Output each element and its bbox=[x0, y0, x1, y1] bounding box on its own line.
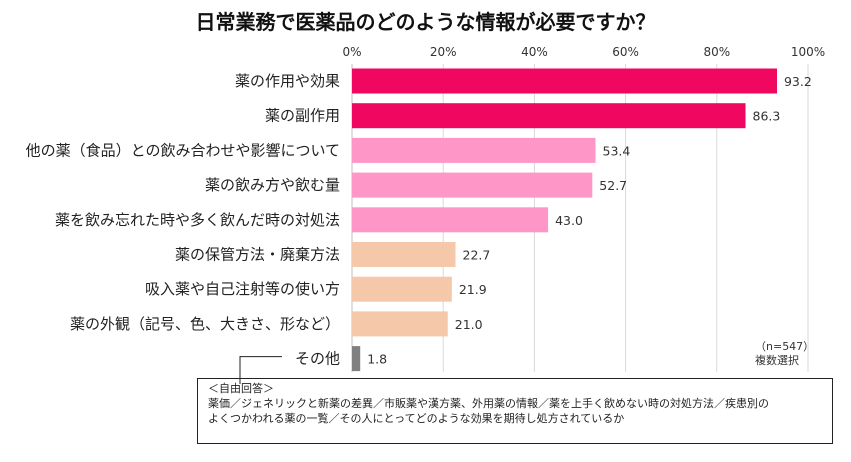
free-answer-line: 薬価／ジェネリックと新薬の差異／市販薬や漢方薬、外用薬の情報／薬を上手く飲めない… bbox=[208, 397, 769, 410]
category-label: 吸入薬や自己注射等の使い方 bbox=[145, 280, 340, 298]
value-label: 21.9 bbox=[459, 282, 487, 297]
bar bbox=[352, 311, 448, 337]
bar bbox=[352, 276, 452, 302]
category-label: 薬の外観（記号、色、大きさ、形など） bbox=[70, 315, 340, 333]
category-label: 薬の作用や効果 bbox=[235, 72, 340, 90]
chart-title: 日常業務で医薬品のどのような情報が必要ですか？ bbox=[195, 10, 656, 34]
free-answer-heading: ＜自由回答＞ bbox=[208, 382, 274, 395]
value-label: 1.8 bbox=[367, 352, 387, 367]
value-label: 22.7 bbox=[463, 248, 491, 263]
category-label: 薬の副作用 bbox=[265, 107, 340, 125]
value-label: 52.7 bbox=[599, 178, 627, 193]
x-tick-label: 80% bbox=[703, 45, 730, 59]
x-tick-label: 40% bbox=[521, 45, 548, 59]
value-label: 86.3 bbox=[753, 109, 781, 124]
value-label: 53.4 bbox=[603, 143, 631, 158]
connector-line bbox=[239, 356, 282, 384]
selection-method-note: 複数選択 bbox=[755, 353, 799, 367]
category-label: 薬の飲み方や飲む量 bbox=[205, 176, 340, 194]
value-label: 93.2 bbox=[784, 74, 812, 89]
category-label: 他の薬（食品）との飲み合わせや影響について bbox=[26, 141, 340, 159]
bar bbox=[352, 137, 596, 163]
sample-size-note: （n=547） bbox=[755, 340, 814, 353]
x-tick-label: 100% bbox=[791, 45, 825, 59]
bar bbox=[352, 207, 549, 233]
value-label: 21.0 bbox=[455, 317, 483, 332]
x-tick-label: 60% bbox=[612, 45, 639, 59]
category-label: 薬を飲み忘れた時や多く飲んだ時の対処法 bbox=[55, 211, 340, 229]
category-label: その他 bbox=[295, 350, 340, 368]
x-tick-label: 20% bbox=[430, 45, 457, 59]
free-answer-box: ＜自由回答＞ 薬価／ジェネリックと新薬の差異／市販薬や漢方薬、外用薬の情報／薬を… bbox=[197, 378, 833, 444]
bar bbox=[352, 242, 456, 267]
x-tick-label: 0% bbox=[342, 45, 361, 59]
value-label: 43.0 bbox=[555, 213, 583, 228]
bar bbox=[352, 172, 593, 198]
bar bbox=[352, 68, 777, 94]
category-label: 薬の保管方法・廃棄方法 bbox=[175, 246, 340, 264]
bar bbox=[352, 103, 746, 129]
free-answer-line: よくつかわれる薬の一覧／その人にとってどのような効果を期待し処方されているか bbox=[208, 412, 625, 425]
bar bbox=[352, 346, 361, 372]
